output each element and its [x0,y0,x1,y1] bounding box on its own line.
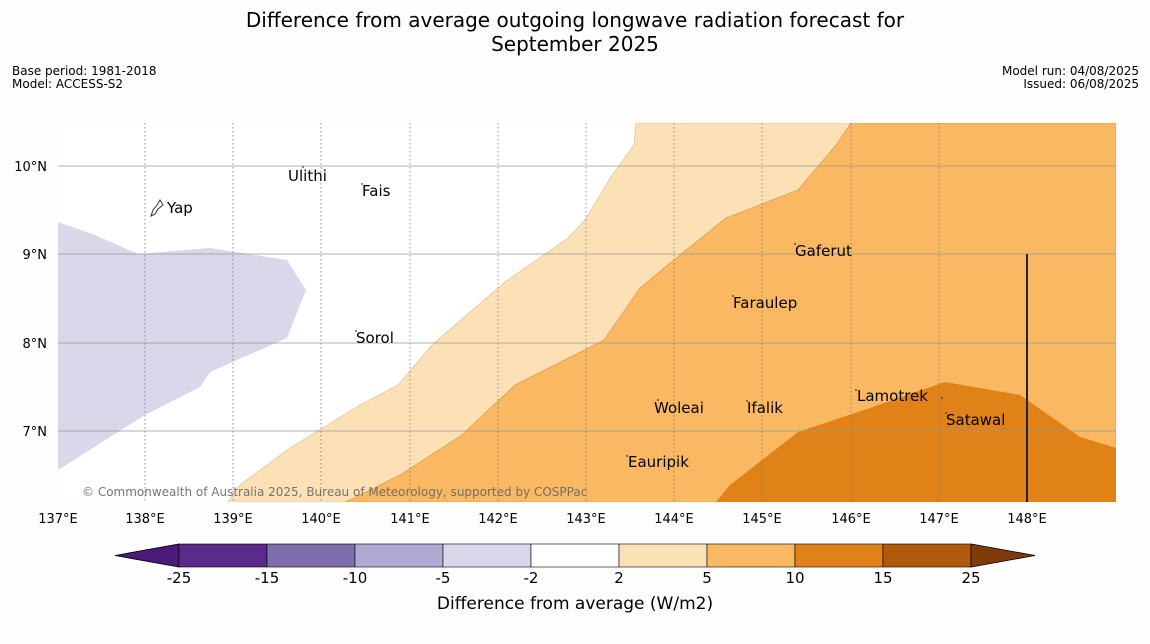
lon-tick-label: 143°E [566,512,606,527]
lat-tick-label: 9°N [23,248,48,263]
lon-tick-label: 138°E [125,512,165,527]
colorbar-segment [530,543,620,568]
lon-tick-label: 140°E [301,512,341,527]
colorbar-tick-label: 10 [785,569,804,587]
lon-tick-label: 141°E [390,512,430,527]
title-line-1: Difference from average outgoing longwav… [245,8,905,32]
colorbar-tick-label: 25 [961,569,980,587]
colorbar-segment [882,543,972,568]
lon-tick-label: 145°E [742,512,782,527]
gridlines [144,123,940,502]
lon-tick-label: 148°E [1007,512,1047,527]
colorbar-segment [354,543,444,568]
colorbar-segment [618,543,708,568]
colorbar-label: Difference from average (W/m2) [436,594,714,614]
colorbar: -25 -15 -10 -5 -2 2 5 10 15 25 [114,543,1036,587]
lat-tick-label: 7°N [23,425,48,440]
colorbar-tick-label: -15 [255,569,280,587]
place-woleai: Woleai [654,399,704,417]
model-run: Model run: 04/08/2025 [1001,64,1139,78]
colorbar-tick-label: 2 [614,569,624,587]
place-eauripik: Eauripik [628,453,689,471]
lat-tick-label: 10°N [14,160,47,175]
lat-tick-label: 8°N [23,337,48,352]
colorbar-tick-label: -5 [436,569,451,587]
island-markers [150,166,947,457]
place-satawal: Satawal [946,411,1005,429]
colorbar-tick-label: -2 [524,569,539,587]
colorbar-tick-label: -25 [167,569,192,587]
meta-right: Model run: 04/08/2025 Issued: 06/08/2025 [1002,65,1139,91]
map-area: Ulithi Fais Yap Gaferut Faraulep Sorol W… [58,123,1116,502]
colorbar-extend-high [970,543,1036,568]
lon-tick-labels: 137°E 138°E 139°E 140°E 141°E 142°E 143°… [38,512,1047,527]
region-10-to-15 [716,382,1116,502]
lat-tick-labels: 10°N 9°N 8°N 7°N [14,160,47,440]
place-gaferut: Gaferut [795,242,852,260]
lon-tick-label: 139°E [213,512,253,527]
colorbar-extend-low [114,543,180,568]
colorbar-segment [178,543,268,568]
lon-tick-label: 144°E [654,512,694,527]
place-yap: Yap [166,199,193,217]
map-title: Difference from average outgoing longwav… [0,8,1150,56]
colorbar-tick-label: -10 [343,569,368,587]
colorbar-segment [706,543,796,568]
lon-tick-label: 137°E [38,512,78,527]
issued-date: Issued: 06/08/2025 [1023,77,1139,91]
colorbar-segment [442,543,532,568]
copyright-text: © Commonwealth of Australia 2025, Bureau… [82,485,587,499]
lon-tick-label: 142°E [478,512,518,527]
place-lamotrek: Lamotrek [857,387,928,405]
colorbar-tick-label: 15 [873,569,892,587]
title-line-2: September 2025 [491,32,659,56]
yap-island-shape [150,199,164,217]
base-period: Base period: 1981-2018 [12,64,157,78]
colorbar-segment [266,543,356,568]
model-name: Model: ACCESS-S2 [12,77,124,91]
lon-tick-label: 146°E [831,512,871,527]
place-faraulep: Faraulep [733,294,797,312]
meta-left: Base period: 1981-2018 Model: ACCESS-S2 [12,65,157,91]
lat-gridlines [58,165,1116,432]
place-fais: Fais [362,182,391,200]
place-ifalik: Ifalik [747,399,783,417]
colorbar-tick-label: 5 [702,569,712,587]
place-sorol: Sorol [356,329,394,347]
lon-tick-label: 147°E [919,512,959,527]
region-neg-2-to-5 [58,222,306,470]
colorbar-segment [794,543,884,568]
place-labels: Ulithi Fais Yap Gaferut Faraulep Sorol W… [166,167,1005,471]
place-ulithi: Ulithi [288,167,327,185]
